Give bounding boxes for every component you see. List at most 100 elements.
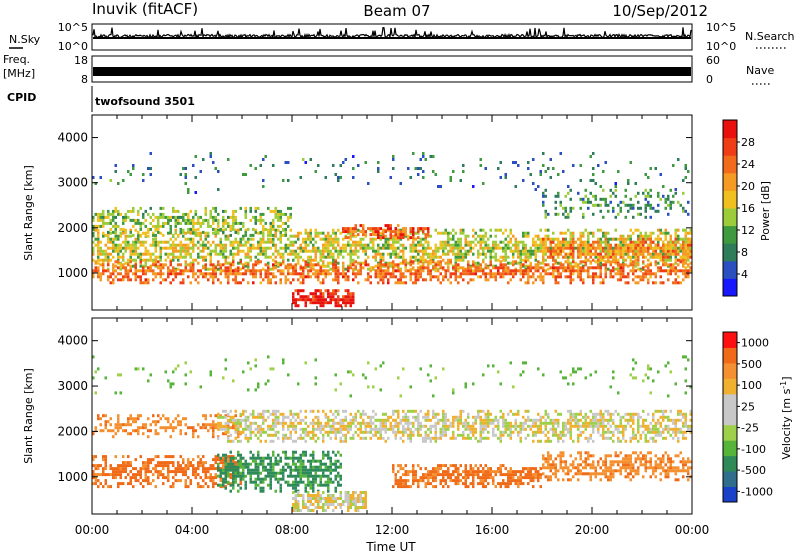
heatmap-cell [627,272,630,276]
heatmap-cell [272,409,275,413]
heatmap-cell [587,269,590,273]
heatmap-cell [469,272,472,276]
heatmap-cell [319,295,322,299]
heatmap-cell [379,255,382,259]
heatmap-cell [684,261,687,265]
heatmap-cell [147,479,150,483]
heatmap-cell [309,500,312,503]
heatmap-cell [354,264,357,268]
heatmap-cell [339,453,342,457]
heatmap-cell [659,197,662,201]
heatmap-cell [399,269,402,273]
heatmap-cell [344,289,347,293]
heatmap-cell [614,194,617,198]
heatmap-cell [597,243,600,247]
heatmap-cell [277,209,280,213]
heatmap-cell [219,479,222,483]
heatmap-cell [687,249,690,253]
colorbar-tick-label: 12 [741,224,755,237]
heatmap-cell [314,292,317,296]
heatmap-cell [272,450,275,454]
heatmap-cell [157,473,160,477]
heatmap-cell [497,266,500,270]
heatmap-cell [249,430,252,434]
heatmap-cell [202,479,205,483]
heatmap-cell [422,155,425,158]
heatmap-cell [224,456,227,460]
heatmap-cell [309,263,312,267]
heatmap-cell [334,231,337,235]
heatmap-cell [157,272,160,276]
heatmap-cell [192,221,195,225]
heatmap-cell [274,215,277,219]
heatmap-cell [629,263,632,267]
heatmap-cell [204,237,207,241]
heatmap-cell [152,458,155,462]
heatmap-cell [494,266,497,270]
heatmap-cell [277,430,280,434]
heatmap-cell [647,176,650,179]
heatmap-cell [139,426,142,430]
heatmap-cell [359,261,362,265]
heatmap-cell [394,269,397,273]
heatmap-cell [172,269,175,273]
heatmap-cell [174,269,177,273]
heatmap-cell [174,249,177,253]
y-tick-label: 2000 [57,221,88,235]
heatmap-cell [512,260,515,264]
heatmap-cell [304,295,307,299]
heatmap-cell [359,491,362,494]
heatmap-cell [307,295,310,299]
heatmap-cell [549,176,552,179]
heatmap-cell [184,176,187,179]
heatmap-cell [99,278,102,282]
heatmap-cell [597,261,600,265]
heatmap-cell [487,237,490,241]
heatmap-cell [577,246,580,250]
heatmap-cell [184,266,187,270]
heatmap-cell [679,255,682,259]
heatmap-cell [272,418,275,422]
heatmap-cell [369,266,372,270]
heatmap-cell [239,240,242,244]
heatmap-cell [217,424,220,428]
heatmap-cell [454,261,457,265]
heatmap-cell [534,263,537,267]
heatmap-cell [479,158,482,161]
heatmap-cell [647,203,650,207]
heatmap-cell [512,263,515,267]
heatmap-cell [92,458,95,462]
colorbar-swatch [723,172,737,191]
heatmap-cell [227,468,230,472]
heatmap-cell [319,289,322,293]
heatmap-cell [229,240,232,244]
heatmap-cell [362,261,365,265]
heatmap-cell [254,230,257,234]
heatmap-cell [522,240,525,244]
heatmap-cell [297,474,300,478]
heatmap-cell [422,170,425,173]
heatmap-cell [669,269,672,273]
heatmap-cell [217,468,220,472]
heatmap-cell [274,462,277,466]
heatmap-cell [279,421,282,425]
heatmap-cell [399,230,402,234]
heatmap-cell [299,272,302,276]
heatmap-cell [197,227,200,231]
heatmap-cell [287,462,290,466]
heatmap-cell [219,471,222,475]
heatmap-cell [177,258,180,262]
heatmap-cell [177,414,180,418]
heatmap-cell [99,429,102,433]
heatmap-cell [319,483,322,487]
heatmap-cell [259,246,262,250]
heatmap-cell [377,281,380,285]
heatmap-cell [169,485,172,489]
heatmap-cell [134,272,137,276]
heatmap-cell [439,255,442,259]
heatmap-cell [527,275,530,279]
heatmap-cell [687,243,690,247]
heatmap-cell [129,228,132,232]
heatmap-cell [272,224,275,228]
heatmap-cell [234,409,237,413]
